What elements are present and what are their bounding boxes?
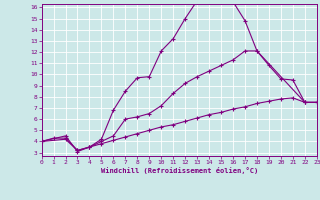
X-axis label: Windchill (Refroidissement éolien,°C): Windchill (Refroidissement éolien,°C): [100, 167, 258, 174]
